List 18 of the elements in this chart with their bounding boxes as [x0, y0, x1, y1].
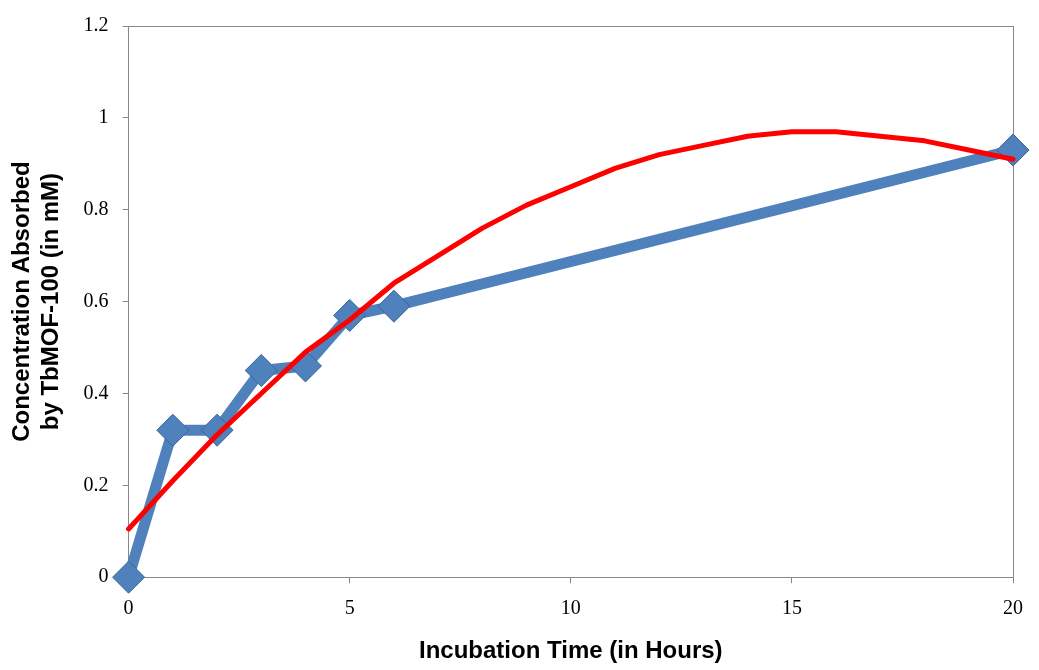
y-tick-label: 1.2: [83, 13, 109, 36]
x-tick-label: 10: [560, 596, 581, 619]
x-tick-label: 20: [1003, 596, 1023, 619]
point: [377, 289, 411, 323]
x-tick-label: 15: [781, 596, 802, 619]
y-tick-label: 0.2: [83, 472, 109, 495]
y-tick-label: 0.4: [83, 380, 109, 403]
x-axis-title: Incubation Time (in Hours): [419, 636, 723, 664]
x-tick-label: 0: [123, 596, 134, 619]
x-tick-label: 5: [344, 596, 355, 619]
y-axis-title: Concentration Absorbed by TbMOF-100 (in mM): [7, 161, 63, 442]
y-tick-label: 1: [98, 105, 109, 128]
point: [244, 354, 278, 387]
y-tick-label: 0: [98, 564, 109, 587]
point: [112, 560, 146, 594]
y-tick-label: 0.6: [83, 288, 109, 311]
point: [156, 413, 190, 447]
y-tick-label: 0.8: [83, 196, 109, 219]
